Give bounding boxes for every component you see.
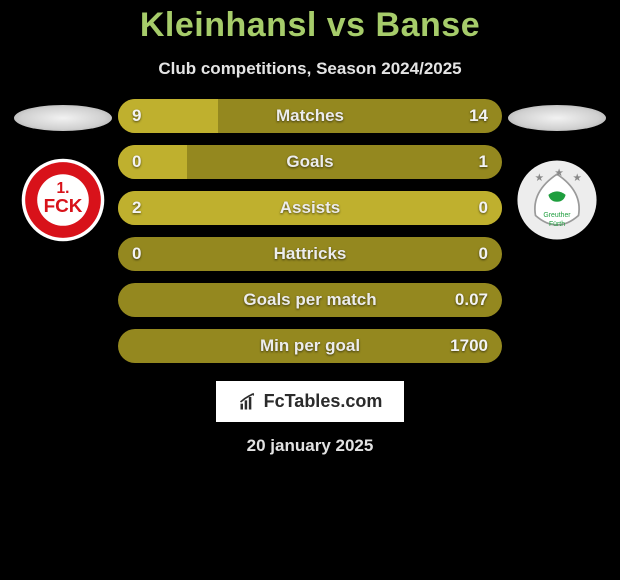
stat-value-left: 0 — [132, 152, 141, 172]
svg-text:FCK: FCK — [44, 196, 83, 217]
stat-value-left: 9 — [132, 106, 141, 126]
stat-bar-goals-per-match: Goals per match 0.07 — [118, 283, 502, 317]
stat-value-right: 0 — [479, 244, 488, 264]
stat-label: Min per goal — [260, 336, 360, 356]
subtitle: Club competitions, Season 2024/2025 — [158, 59, 461, 79]
right-side: ★ ★ ★ Greuther Fürth — [502, 99, 612, 243]
svg-text:Greuther: Greuther — [543, 212, 571, 219]
stat-bar-assists: 2 Assists 0 — [118, 191, 502, 225]
club-badge-left: 1. FCK — [20, 157, 106, 243]
svg-text:★: ★ — [535, 173, 544, 184]
footer-date: 20 january 2025 — [247, 436, 374, 456]
player1-avatar-placeholder — [14, 105, 112, 131]
footer-brand: FcTables.com — [216, 381, 405, 422]
main-content: 1. FCK 9 Matches 14 0 Goals 1 2 Assists 0 0 Hattri… — [0, 99, 620, 363]
stat-value-right: 14 — [469, 106, 488, 126]
svg-text:★: ★ — [554, 168, 563, 179]
comparison-panel: Kleinhansl vs Banse Club competitions, S… — [0, 0, 620, 580]
stat-label: Assists — [280, 198, 340, 218]
stat-fill-left — [118, 145, 187, 179]
fck-badge-icon: 1. FCK — [20, 157, 106, 243]
stat-label: Goals per match — [243, 290, 376, 310]
stat-value-right: 1 — [479, 152, 488, 172]
stats-bars: 9 Matches 14 0 Goals 1 2 Assists 0 0 Hattricks 0 Goa… — [118, 99, 502, 363]
stat-bar-hattricks: 0 Hattricks 0 — [118, 237, 502, 271]
player2-avatar-placeholder — [508, 105, 606, 131]
player2-name: Banse — [376, 6, 481, 44]
stat-value-left: 2 — [132, 198, 141, 218]
svg-text:Fürth: Fürth — [549, 221, 565, 228]
left-side: 1. FCK — [8, 99, 118, 243]
svg-text:★: ★ — [572, 173, 581, 184]
stat-value-right: 0 — [479, 198, 488, 218]
stat-label: Hattricks — [274, 244, 347, 264]
vs-text: vs — [327, 6, 366, 44]
stat-label: Matches — [276, 106, 344, 126]
player1-name: Kleinhansl — [140, 6, 317, 44]
stat-value-right: 0.07 — [455, 290, 488, 310]
club-badge-right: ★ ★ ★ Greuther Fürth — [514, 157, 600, 243]
page-title: Kleinhansl vs Banse — [140, 6, 480, 45]
chart-icon — [238, 392, 258, 412]
fuerth-badge-icon: ★ ★ ★ Greuther Fürth — [514, 157, 600, 243]
stat-value-right: 1700 — [450, 336, 488, 356]
stat-label: Goals — [286, 152, 333, 172]
svg-text:1.: 1. — [57, 180, 70, 197]
stat-value-left: 0 — [132, 244, 141, 264]
stat-bar-matches: 9 Matches 14 — [118, 99, 502, 133]
stat-bar-min-per-goal: Min per goal 1700 — [118, 329, 502, 363]
brand-text: FcTables.com — [264, 391, 383, 412]
stat-bar-goals: 0 Goals 1 — [118, 145, 502, 179]
